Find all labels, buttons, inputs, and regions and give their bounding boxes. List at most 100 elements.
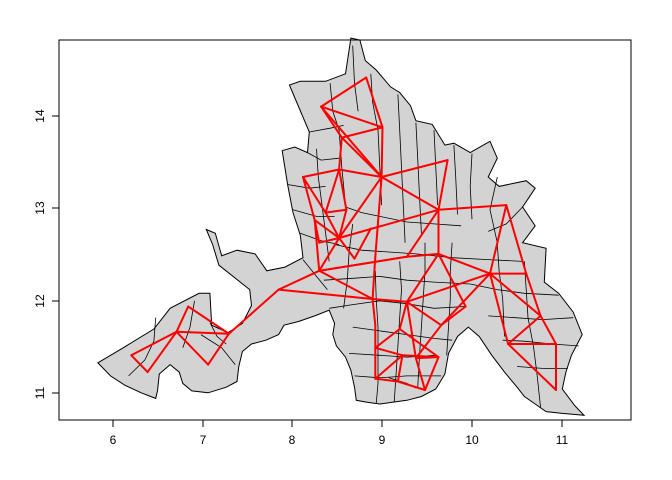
neighbor-edge xyxy=(146,330,178,374)
neighbor-edge xyxy=(380,159,449,178)
neighbor-edge xyxy=(338,136,343,171)
neighbor-edge xyxy=(405,208,440,258)
y-tick-label: 11 xyxy=(33,386,47,399)
neighbor-edge xyxy=(313,219,321,244)
neighbor-edge xyxy=(324,211,341,239)
x-axis: 6 7 8 9 10 11 xyxy=(110,419,569,447)
y-axis: 11 12 13 14 xyxy=(33,109,60,399)
neighbor-edge xyxy=(398,328,440,359)
region-border xyxy=(334,244,523,262)
neighbor-edge xyxy=(374,328,401,349)
neighbor-edge xyxy=(175,330,230,335)
neighbor-edge xyxy=(398,300,408,330)
neighbor-edge xyxy=(130,354,149,374)
neighbor-edge xyxy=(437,252,491,275)
region-border xyxy=(323,275,471,285)
x-tick-label: 6 xyxy=(110,433,117,447)
region-border xyxy=(502,339,579,347)
neighbor-edge xyxy=(187,305,230,335)
neighbor-edge xyxy=(440,305,467,327)
neighbor-edge xyxy=(507,314,542,345)
neighbor-edge xyxy=(318,269,374,300)
neighbor-edge xyxy=(437,204,508,211)
neighbor-edge xyxy=(489,204,508,275)
region-border xyxy=(393,261,402,403)
neighbor-edge xyxy=(320,105,383,178)
region-polygons xyxy=(97,37,586,416)
neighbor-edge xyxy=(175,305,190,333)
region-border xyxy=(300,232,340,245)
region-border xyxy=(446,242,453,356)
neighbor-edge xyxy=(396,380,426,391)
neighbor-edge xyxy=(380,176,440,211)
neighbor-edge xyxy=(405,252,440,258)
region-border xyxy=(488,206,523,232)
neighbor-edge xyxy=(318,237,341,272)
region-border xyxy=(329,83,346,206)
neighbor-edge xyxy=(374,176,383,258)
region-border xyxy=(329,300,466,309)
neighbor-edge xyxy=(437,252,467,308)
neighbor-edge xyxy=(302,176,327,214)
neighbor-edge xyxy=(227,288,280,335)
neighbor-edge xyxy=(505,204,528,275)
neighbor-edge xyxy=(130,330,178,357)
neighbor-edge xyxy=(374,377,399,383)
y-tick-label: 14 xyxy=(33,109,47,123)
neighbor-edge xyxy=(302,168,341,178)
neighbor-edge xyxy=(207,332,230,366)
neighbor-edge xyxy=(175,330,210,366)
neighbor-edge xyxy=(437,159,449,211)
neighbor-edge xyxy=(424,356,440,391)
neighbor-edge xyxy=(371,298,377,327)
neighbor-edge xyxy=(320,105,384,129)
neighbor-edge xyxy=(507,343,557,391)
neighbor-edge xyxy=(324,168,341,214)
neighbor-edge xyxy=(371,298,408,303)
neighbor-edge xyxy=(539,314,557,345)
neighbor-edge xyxy=(374,354,404,380)
region-border xyxy=(200,334,236,365)
region-border xyxy=(517,366,568,369)
neighbor-edge xyxy=(338,168,348,211)
neighbor-edge xyxy=(318,237,341,244)
neighbor-edge xyxy=(371,255,377,300)
neighbor-edge xyxy=(324,208,348,214)
region-border xyxy=(433,130,438,206)
neighbor-edge xyxy=(277,269,321,291)
x-tick-label: 8 xyxy=(289,433,296,447)
region-border xyxy=(489,176,498,243)
y-tick-label: 13 xyxy=(33,201,47,215)
region-outline xyxy=(97,37,586,416)
neighbor-edge xyxy=(525,272,542,317)
region-border xyxy=(128,317,157,377)
neighbor-edge xyxy=(405,300,443,327)
neighbor-edge xyxy=(489,272,542,317)
neighbor-edge xyxy=(318,255,408,272)
region-border xyxy=(307,152,340,161)
region-border xyxy=(496,244,505,337)
neighbor-edge xyxy=(380,126,384,178)
neighbor-edge xyxy=(396,354,404,383)
neighbor-edge xyxy=(414,356,440,360)
neighbor-edge xyxy=(374,346,404,357)
x-tick-label: 11 xyxy=(556,433,569,447)
region-border xyxy=(397,94,406,243)
neighbor-edge xyxy=(338,208,348,239)
neighbor-edge xyxy=(313,219,341,239)
neighbor-edge xyxy=(320,76,368,108)
neighbor-edge xyxy=(405,252,440,303)
x-tick-label: 9 xyxy=(379,433,386,447)
neighbor-edge xyxy=(338,237,356,260)
neighbor-edges xyxy=(130,76,557,391)
neighbor-edge xyxy=(338,176,383,239)
region-border xyxy=(354,375,442,379)
neighbor-edge xyxy=(353,227,372,260)
region-border xyxy=(352,45,359,112)
neighbor-edge xyxy=(405,300,417,360)
neighbor-edge xyxy=(277,288,374,300)
neighbor-edge xyxy=(414,324,443,360)
region-border xyxy=(524,261,541,408)
y-tick-label: 12 xyxy=(33,294,47,308)
